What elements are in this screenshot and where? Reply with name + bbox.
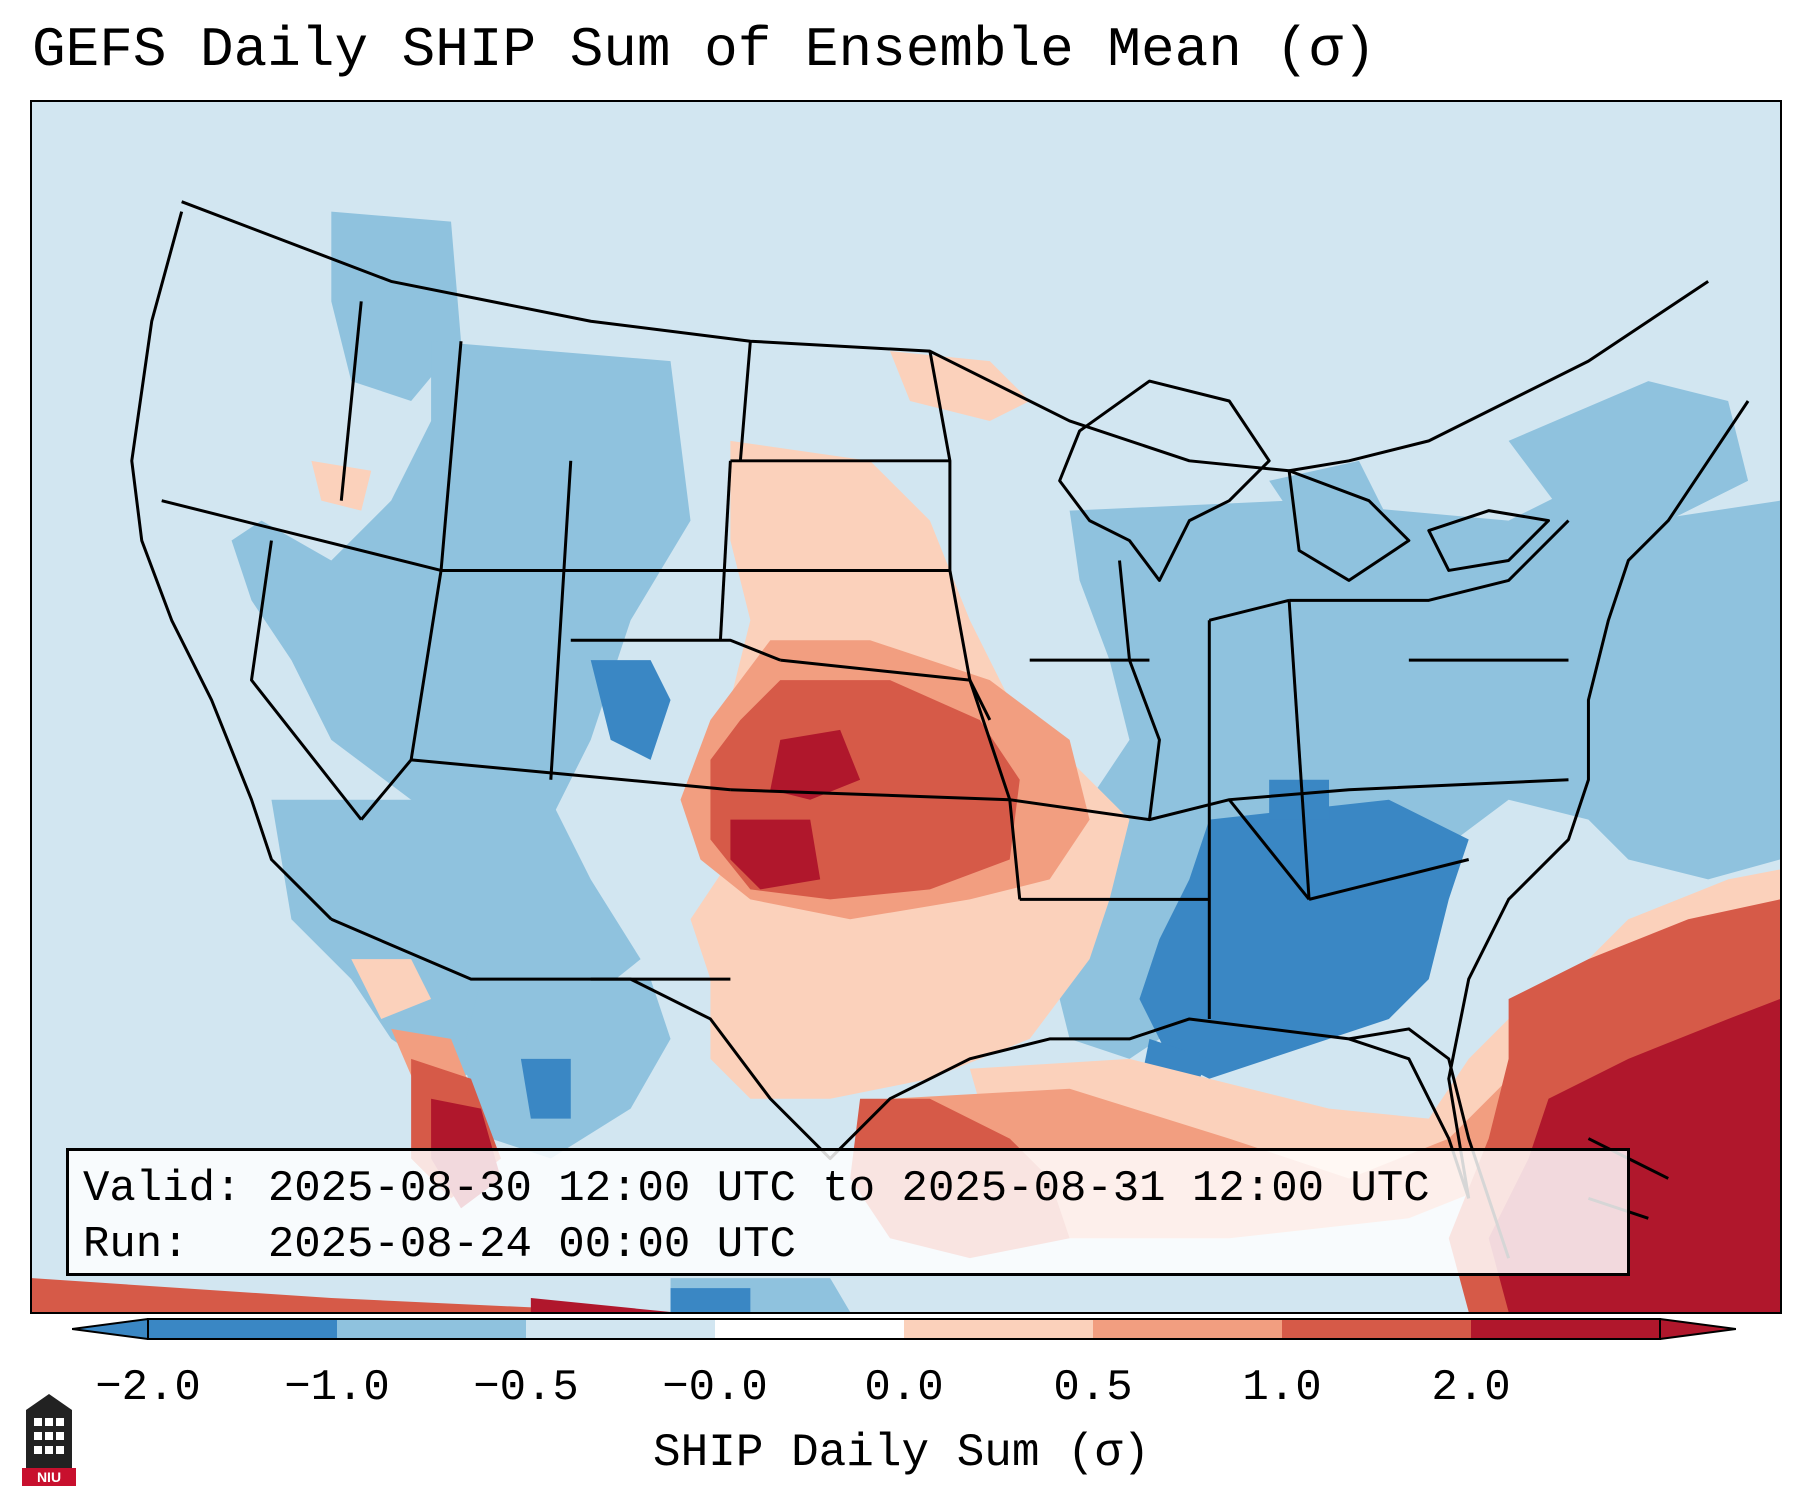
map-panel (30, 100, 1782, 1314)
valid-label: Valid: (83, 1164, 242, 1214)
run-value: 2025-08-24 00:00 UTC (267, 1220, 796, 1270)
colorbar-tick-label: −2.0 (95, 1363, 201, 1413)
colorbar-segment (904, 1319, 1094, 1339)
negative-strong-regions (520, 660, 1469, 1312)
colorbar-tick-label: 1.0 (1242, 1363, 1322, 1413)
run-label: Run: (83, 1220, 189, 1270)
map-canvas (32, 102, 1780, 1312)
validity-info-box: Valid: 2025-08-30 12:00 UTC to 2025-08-3… (66, 1148, 1630, 1276)
colorbar-tick-label: 0.0 (864, 1363, 944, 1413)
logo-text: NIU (37, 1469, 61, 1485)
colorbar-tick-label: 0.5 (1053, 1363, 1133, 1413)
colorbar-tick-label: −0.0 (662, 1363, 768, 1413)
colorbar-segment (715, 1319, 905, 1339)
colorbar-segment (1471, 1319, 1661, 1339)
colorbar-segment (148, 1319, 338, 1339)
colorbar (72, 1318, 1736, 1340)
colorbar-extend-max (1659, 1318, 1736, 1340)
niu-logo: NIU (22, 1394, 76, 1486)
colorbar-segment (1093, 1319, 1283, 1339)
colorbar-tick-label: 2.0 (1431, 1363, 1511, 1413)
colorbar-label: SHIP Daily Sum (σ) (653, 1427, 1150, 1479)
colorbar-segment (1282, 1319, 1472, 1339)
colorbar-segment (337, 1319, 527, 1339)
colorbar-extend-min (72, 1318, 149, 1340)
state-boundaries (130, 200, 1750, 1199)
colorbar-tick-label: −1.0 (284, 1363, 390, 1413)
map-title: GEFS Daily SHIP Sum of Ensemble Mean (σ) (32, 18, 1377, 82)
valid-value: 2025-08-30 12:00 UTC to 2025-08-31 12:00… (267, 1164, 1430, 1214)
colorbar-tick-label: −0.5 (473, 1363, 579, 1413)
colorbar-frame (147, 1318, 1661, 1340)
colorbar-segment (526, 1319, 716, 1339)
